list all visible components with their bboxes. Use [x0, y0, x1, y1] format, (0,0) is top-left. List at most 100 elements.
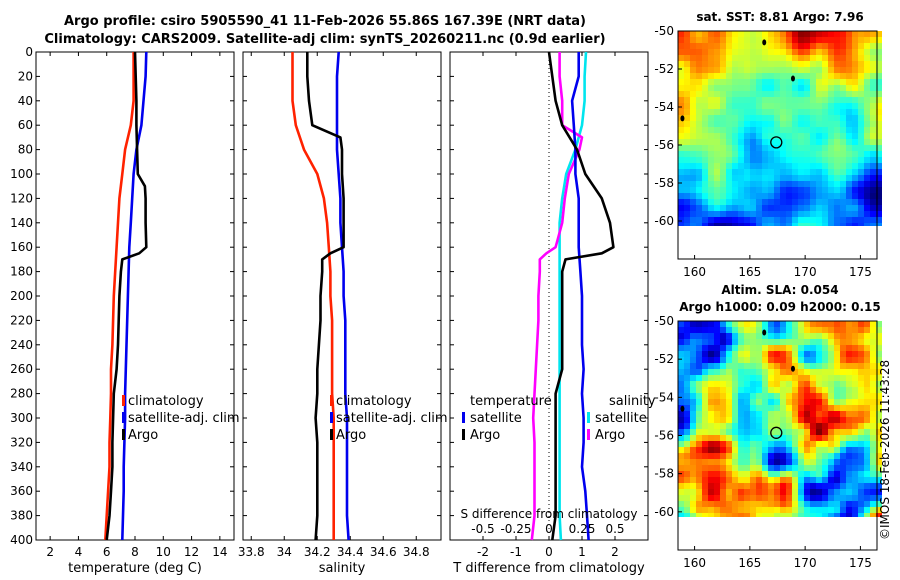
- diff-legend-swatch: [587, 412, 590, 423]
- difference-xlabel: T difference from climatology: [452, 561, 645, 576]
- sla-map-ytick-label: -60: [654, 505, 674, 519]
- sla-map-ytick-label: -58: [654, 467, 674, 481]
- depth-tick-label: 320: [10, 435, 33, 449]
- sst-map-title: sat. SST: 8.81 Argo: 7.96: [696, 10, 864, 24]
- sst-map-argo-marker: [770, 136, 783, 149]
- salinity-legend-label: satellite-adj. clim: [336, 411, 448, 426]
- sla-map-island: [680, 405, 685, 412]
- temperature-legend-swatch: [122, 395, 125, 406]
- salinity-xtick-label: 34.4: [337, 545, 364, 559]
- sla-map-island: [790, 365, 795, 372]
- temperature-plot-frame: [35, 51, 235, 541]
- diff-series-t-satellite: [570, 52, 590, 541]
- sla-map-xtick-label: 175: [849, 556, 872, 570]
- difference-s-tick-label: 0.25: [569, 522, 596, 536]
- depth-tick-label: 180: [10, 265, 33, 279]
- salinity-xtick-label: 33.8: [238, 545, 265, 559]
- salinity-legend-label: climatology: [336, 394, 412, 409]
- temperature-xtick-label: 12: [184, 545, 199, 559]
- depth-tick-label: 300: [10, 411, 33, 425]
- sst-map-ytick-label: -52: [654, 62, 674, 76]
- temperature-xtick-label: 10: [156, 545, 171, 559]
- diff-legend-title-temperature: temperature: [470, 394, 552, 409]
- sla-map-title-line1: Altim. SLA: 0.054: [721, 283, 839, 297]
- sla-map-ytick-label: -50: [654, 314, 674, 328]
- diff-legend-swatch: [462, 412, 465, 423]
- difference-s-tick-label: 0.5: [605, 522, 624, 536]
- salinity-legend-swatch: [330, 412, 333, 423]
- temperature-xtick-label: 8: [131, 545, 139, 559]
- salinity-xtick-label: 34.6: [370, 545, 397, 559]
- sla-map-ytick-label: -54: [654, 390, 674, 404]
- sst-map-ytick-label: -58: [654, 176, 674, 190]
- depth-tick-label: 220: [10, 313, 33, 327]
- sst-map-xtick-label: 165: [738, 265, 761, 279]
- salinity-xtick-label: 34.8: [403, 545, 430, 559]
- sla-map-xtick-label: 160: [683, 556, 706, 570]
- diff-legend-label: Argo: [470, 428, 500, 443]
- depth-tick-label: 40: [18, 94, 33, 108]
- depth-tick-label: 100: [10, 167, 33, 181]
- depth-tick-label: 120: [10, 191, 33, 205]
- salinity-plot-frame: [242, 51, 442, 541]
- difference-xtick-label: -1: [510, 545, 522, 559]
- salinity-xlabel: salinity: [319, 561, 366, 576]
- difference-s-tick-label: -0.25: [500, 522, 531, 536]
- sla-map-island: [762, 329, 767, 336]
- depth-tick-label: 200: [10, 289, 33, 303]
- sst-map-island: [680, 115, 685, 122]
- sla-map-ytick-label: -52: [654, 352, 674, 366]
- depth-tick-label: 140: [10, 216, 33, 230]
- diff-legend-swatch: [462, 429, 465, 440]
- salinity-legend-swatch: [330, 395, 333, 406]
- diff-legend-swatch: [587, 429, 590, 440]
- sst-map-xtick-label: 160: [683, 265, 706, 279]
- depth-tick-label: 0: [25, 45, 33, 59]
- difference-xtick-label: 0: [545, 545, 553, 559]
- depth-tick-label: 240: [10, 338, 33, 352]
- temperature-xlabel: temperature (deg C): [68, 561, 202, 576]
- salinity-legend-swatch: [330, 429, 333, 440]
- temperature-legend-label: Argo: [128, 428, 158, 443]
- difference-s-tick-label: 0: [545, 522, 553, 536]
- sst-map-ytick-label: -56: [654, 138, 674, 152]
- sst-map-xtick-label: 175: [849, 265, 872, 279]
- temperature-legend-swatch: [122, 429, 125, 440]
- temperature-xtick-label: 2: [46, 545, 54, 559]
- difference-xtick-label: 1: [578, 545, 586, 559]
- depth-tick-label: 360: [10, 484, 33, 498]
- sst-map-ytick-label: -50: [654, 24, 674, 38]
- depth-tick-label: 260: [10, 362, 33, 376]
- depth-tick-label: 80: [18, 143, 33, 157]
- difference-xtick-label: -2: [477, 545, 489, 559]
- depth-tick-label: 160: [10, 240, 33, 254]
- difference-s-tick-label: -0.5: [471, 522, 494, 536]
- depth-tick-label: 340: [10, 460, 33, 474]
- temperature-xtick-label: 4: [75, 545, 83, 559]
- difference-top-axis-label: S difference from climatology: [461, 507, 638, 521]
- figure-title-line1: Argo profile: csiro 5905590_41 11-Feb-20…: [63, 14, 586, 29]
- temperature-series-argo: [105, 51, 148, 541]
- sst-map-ytick-label: -54: [654, 100, 674, 114]
- sst-map-heatmap: [678, 31, 882, 226]
- diff-legend-label: Argo: [595, 428, 625, 443]
- imos-credit: ©IMOS 18-Feb-2026 11:43:28: [878, 359, 892, 540]
- diff-series-s-satellite: [558, 51, 588, 541]
- temperature-legend-label: climatology: [128, 394, 204, 409]
- temperature-series-climatology: [104, 52, 135, 541]
- sla-map-xtick-label: 165: [738, 556, 761, 570]
- salinity-series-climatology: [291, 52, 336, 540]
- depth-tick-label: 400: [10, 533, 33, 547]
- temperature-xtick-label: 6: [103, 545, 111, 559]
- depth-tick-label: 380: [10, 509, 33, 523]
- salinity-xtick-label: 34: [277, 545, 292, 559]
- difference-xtick-label: 2: [611, 545, 619, 559]
- depth-tick-label: 20: [18, 69, 33, 83]
- temperature-xtick-label: 14: [212, 545, 227, 559]
- sst-map-island: [790, 75, 795, 82]
- sst-map-island: [762, 39, 767, 46]
- figure-title-line2: Climatology: CARS2009. Satellite-adj cli…: [44, 32, 606, 47]
- sla-map-ytick-label: -56: [654, 429, 674, 443]
- diff-legend-title-salinity: salinity: [609, 394, 656, 409]
